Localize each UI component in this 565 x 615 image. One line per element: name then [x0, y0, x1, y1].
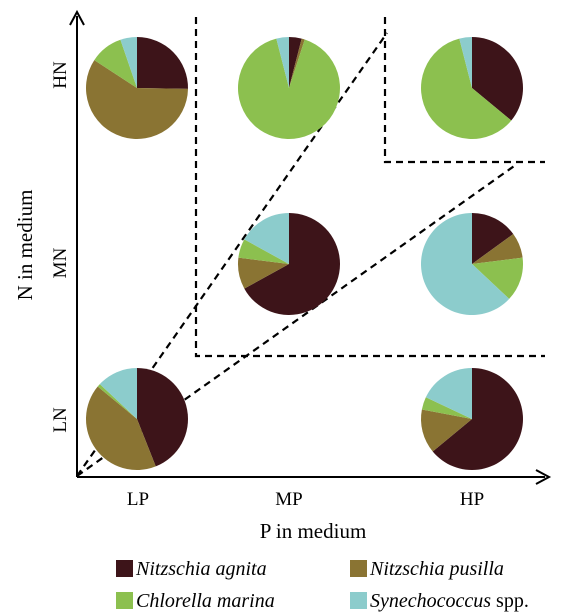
pie-mp-hn: [237, 37, 340, 140]
pie-slice-hp-mn-synechococcus-spp: [421, 213, 510, 316]
legend-swatch-chlorella-marina: [116, 592, 133, 609]
legend: Nitzschia agnita Nitzschia pusilla Chlor…: [116, 558, 529, 612]
legend-item-nitzschia-agnita: Nitzschia agnita: [116, 558, 267, 580]
x-tick-label-hp: HP: [460, 489, 484, 510]
pie-hp-mn: [421, 213, 524, 316]
pie-hp-ln: [420, 367, 523, 470]
legend-label-nitzschia-pusilla: Nitzschia pusilla: [369, 558, 504, 580]
pie-slice-lp-hn-chlorella-marina: [94, 39, 137, 88]
pie-slice-hp-mn-nitzschia-pusilla: [472, 234, 523, 264]
pie-lp-ln: [85, 368, 188, 471]
pie-slice-mp-mn-chlorella-marina: [238, 239, 289, 264]
pie-slice-lp-hn-synechococcus-spp: [120, 36, 137, 88]
pie-slice-lp-ln-nitzschia-pusilla: [85, 386, 156, 471]
x-tick-labels: LP MP HP: [127, 489, 484, 510]
x-axis-title: P in medium: [260, 519, 367, 543]
pie-slice-hp-hn-chlorella-marina: [421, 38, 512, 139]
pie-slice-hp-mn-chlorella-marina: [472, 257, 524, 299]
boundary-high-region: [383, 17, 545, 164]
pie-slice-lp-ln-chlorella-marina: [97, 384, 137, 419]
pie-slice-lp-ln-synechococcus-spp: [99, 368, 137, 419]
legend-label-nitzschia-agnita: Nitzschia agnita: [135, 558, 267, 580]
boundary-inner-region: [194, 17, 545, 358]
y-tick-label-hn: HN: [50, 61, 71, 89]
pie-slice-mp-hn-synechococcus-spp: [276, 37, 289, 88]
legend-item-chlorella-marina: Chlorella marina: [116, 590, 275, 612]
legend-item-synechococcus: Synechococcus spp.: [350, 590, 529, 612]
legend-swatch-nitzschia-pusilla: [350, 560, 367, 577]
y-tick-label-ln: LN: [50, 407, 71, 433]
pie-slice-hp-ln-synechococcus-spp: [425, 367, 472, 419]
y-axis-arrowhead: [69, 9, 85, 26]
pie-slice-lp-ln-nitzschia-agnita: [137, 368, 188, 467]
legend-swatch-synechococcus: [350, 592, 367, 609]
pie-slice-hp-hn-nitzschia-agnita: [472, 37, 524, 121]
legend-label-chlorella-marina: Chlorella marina: [136, 590, 275, 612]
x-axis-arrowhead: [535, 469, 552, 485]
pie-slice-lp-hn-nitzschia-agnita: [137, 37, 188, 89]
pie-slice-mp-mn-nitzschia-agnita: [244, 213, 341, 315]
y-tick-labels: LN MN HN: [50, 61, 71, 433]
pie-slice-mp-hn-nitzschia-agnita: [289, 37, 302, 88]
pie-mp-mn: [237, 213, 341, 315]
pie-slice-hp-ln-nitzschia-agnita: [432, 368, 523, 470]
x-tick-label-lp: LP: [127, 489, 149, 510]
pie-slice-lp-hn-nitzschia-pusilla: [85, 60, 188, 140]
axes: [69, 9, 552, 485]
y-tick-label-mn: MN: [50, 247, 71, 278]
pie-hp-hn: [421, 37, 524, 139]
pie-slice-hp-ln-nitzschia-pusilla: [420, 409, 472, 452]
pie-slice-hp-mn-nitzschia-agnita: [472, 213, 514, 264]
legend-label-synechococcus: Synechococcus spp.: [370, 590, 529, 612]
pie-slice-mp-mn-nitzschia-pusilla: [237, 257, 289, 289]
pie-slice-mp-hn-nitzschia-pusilla: [289, 38, 305, 88]
pie-slice-hp-hn-synechococcus-spp: [459, 37, 472, 88]
x-tick-label-mp: MP: [275, 489, 302, 510]
pie-slice-mp-hn-chlorella-marina: [237, 38, 340, 140]
pies: [85, 36, 524, 471]
pie-lp-hn: [85, 36, 188, 140]
legend-swatch-nitzschia-agnita: [116, 560, 133, 577]
legend-item-nitzschia-pusilla: Nitzschia pusilla: [350, 558, 504, 580]
pie-slice-hp-ln-chlorella-marina: [421, 397, 472, 419]
y-axis-title: N in medium: [13, 190, 37, 301]
pie-slice-mp-mn-synechococcus-spp: [244, 213, 289, 264]
